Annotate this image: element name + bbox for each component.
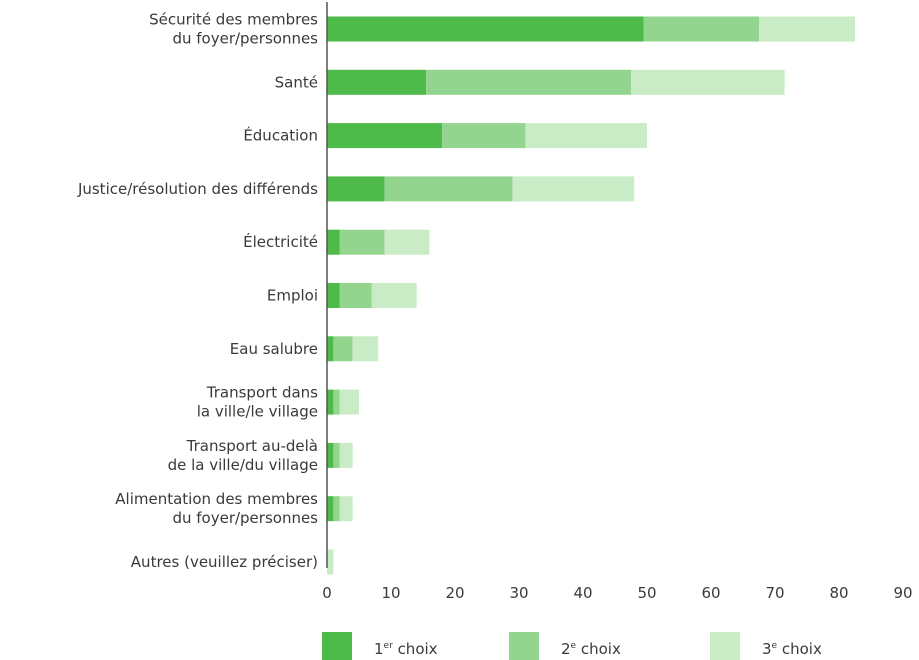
bar-segment-3 [759,16,855,42]
category-label: Alimentation des membres du foyer/personn… [115,490,318,527]
x-tick-label: 20 [445,584,464,602]
bar-segment-1 [327,176,385,202]
legend-swatch-2 [509,632,539,660]
category-label: Autres (veuillez préciser) [131,553,318,571]
bar-segment-1 [327,496,334,522]
bar-segment-2 [339,283,372,308]
bar-segment-2 [426,69,631,95]
category-label: Transport au-delà de la ville/du village [168,437,318,474]
category-label: Justice/résolution des différends [77,180,318,198]
bar-segment-3 [525,123,647,149]
bar-segment-3 [631,69,785,95]
bar-segment-1 [327,123,443,149]
category-label: Eau salubre [230,340,318,358]
bar-segment-1 [327,229,340,255]
x-axis-ticks: 0 10 20 30 40 50 60 70 80 90 [322,584,912,602]
bar-segment-3 [371,283,417,308]
bar-segment-3 [339,389,359,415]
legend: 1er choix 2e choix 3e choix [322,632,822,660]
legend-label-3: 3e choix [762,640,822,658]
x-tick-label: 60 [701,584,720,602]
bar-segment-3 [339,442,353,468]
category-label: Transport dans la ville/le village [197,384,318,421]
x-tick-label: 0 [322,584,332,602]
category-label: Éducation [243,126,318,145]
bar-segment-2 [333,442,340,468]
bar-segment-3 [512,176,635,202]
x-tick-label: 50 [637,584,656,602]
bar-segment-1 [327,389,334,415]
x-tick-label: 80 [829,584,848,602]
category-labels: Sécurité des membres du foyer/personnes Sa… [77,11,318,572]
bar-segment-1 [327,69,427,95]
category-label: Sécurité des membres du foyer/personnes [149,11,318,48]
bar-segment-1 [327,336,334,362]
x-tick-label: 90 [893,584,912,602]
bar-segment-3 [384,229,430,255]
bar-segment-1 [327,283,340,308]
bar-segment-2 [333,389,340,415]
bar-segment-3 [339,496,353,522]
legend-swatch-3 [710,632,740,660]
x-tick-label: 10 [381,584,400,602]
bar-segment-3 [352,336,379,362]
bar-segment-2 [333,496,340,522]
bar-segment-1 [327,16,644,42]
x-tick-label: 30 [509,584,528,602]
bar-segment-2 [643,16,759,42]
legend-label-1: 1er choix [374,640,438,658]
category-label: Emploi [267,287,318,305]
bar-segment-1 [327,442,334,468]
legend-label-2: 2e choix [561,640,621,658]
bar-segment-2 [442,123,526,149]
bar-segment-2 [339,229,385,255]
category-label: Santé [275,73,318,91]
bar-segment-3 [327,549,334,575]
category-label: Électricité [243,232,318,251]
x-tick-label: 40 [573,584,592,602]
bar-segment-2 [333,336,353,362]
x-tick-label: 70 [765,584,784,602]
legend-swatch-1 [322,632,352,660]
bars-group [327,16,855,575]
bar-segment-2 [384,176,513,202]
